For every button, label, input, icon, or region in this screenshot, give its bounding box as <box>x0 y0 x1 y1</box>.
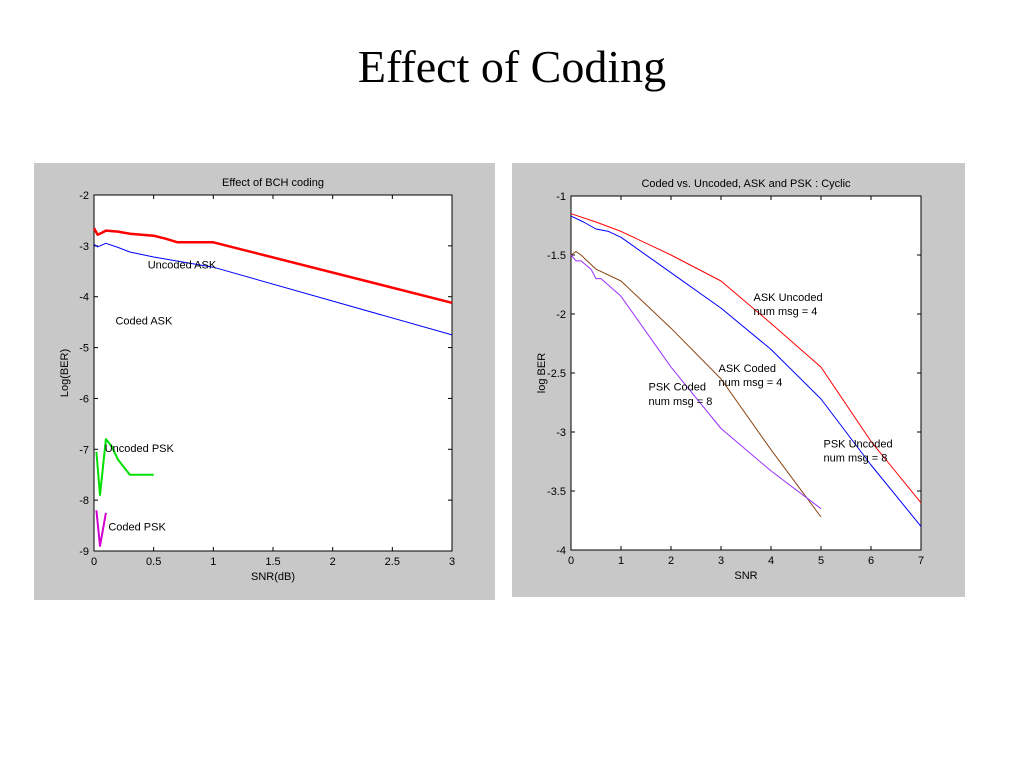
chart2-annotation: PSK Coded <box>649 382 706 394</box>
chart2-y-tick-label: -2 <box>556 309 566 321</box>
slide-title: Effect of Coding <box>357 41 667 92</box>
chart1-annotation: Coded PSK <box>108 522 166 534</box>
chart1-x-axis-label: SNR(dB) <box>251 571 295 583</box>
chart2-y-axis-label: log BER <box>536 353 548 393</box>
cyclic-coding-chart: Coded vs. Uncoded, ASK and PSK : Cyclic 0… <box>512 163 965 597</box>
chart1-y-tick-label: -7 <box>79 444 89 456</box>
chart2-x-tick-label: 6 <box>868 555 874 567</box>
chart1-x-tick-label: 0.5 <box>146 556 161 568</box>
chart1-plot-area <box>93 194 453 552</box>
chart1-y-tick-label: -2 <box>79 190 89 202</box>
chart1-x-tick-label: 1.5 <box>265 556 280 568</box>
chart2-plot-area <box>570 195 922 551</box>
chart2-y-tick-label: -1 <box>556 191 566 203</box>
chart1-series-line-blue <box>93 242 453 336</box>
chart1-x-tick-label: 2.5 <box>385 556 400 568</box>
chart2-annotation: num msg = 8 <box>649 396 713 408</box>
chart1-y-tick-label: -5 <box>79 343 89 355</box>
chart2-y-tick-label: -3.5 <box>547 486 566 498</box>
chart2-y-tick-label: -2.5 <box>547 368 566 380</box>
chart2-annotation: PSK Uncoded <box>824 438 893 450</box>
chart2-y-tick-label: -1.5 <box>547 250 566 262</box>
chart2-annotation: ASK Coded <box>719 363 776 375</box>
chart2-series-line-purple <box>570 254 822 510</box>
bch-coding-figure: Effect of BCH coding 0 0.5 1 1.5 2 2.5 3 -9 -8 -7 -… <box>34 163 495 600</box>
chart2-annotation: num msg = 8 <box>824 453 888 465</box>
chart1-x-tick-label: 0 <box>91 556 97 568</box>
chart2-x-tick-label: 7 <box>918 555 924 567</box>
chart1-x-tick-label: 2 <box>330 556 336 568</box>
chart1-y-tick-label: -4 <box>79 292 89 304</box>
chart1-annotation: Uncoded PSK <box>105 443 175 455</box>
chart2-series-line-brown <box>570 251 822 518</box>
chart1-x-tick-label: 3 <box>449 556 455 568</box>
chart1-y-tick-label: -3 <box>79 241 89 253</box>
chart1-y-axis-label: Log(BER) <box>59 349 71 397</box>
chart1-series-line-red <box>92 227 453 305</box>
chart2-annotation: num msg = 4 <box>719 377 783 389</box>
chart2-x-tick-label: 5 <box>818 555 824 567</box>
cyclic-coding-figure: Coded vs. Uncoded, ASK and PSK : Cyclic 0… <box>512 163 965 597</box>
chart1-annotation: Coded ASK <box>115 316 173 328</box>
chart2-annotation: num msg = 4 <box>754 306 818 318</box>
chart2-x-tick-label: 2 <box>668 555 674 567</box>
chart1-y-tick-label: -8 <box>79 495 89 507</box>
chart2-x-axis-label: SNR <box>734 570 757 582</box>
chart2-y-tick-label: -3 <box>556 427 566 439</box>
chart2-title: Coded vs. Uncoded, ASK and PSK : Cyclic <box>641 178 851 190</box>
chart2-series-line-red <box>570 213 922 504</box>
chart1-title: Effect of BCH coding <box>222 177 324 189</box>
chart2-annotation: ASK Uncoded <box>754 292 823 304</box>
chart1-series-line-green <box>95 438 154 497</box>
chart2-x-tick-label: 0 <box>568 555 574 567</box>
chart2-y-tick-label: -4 <box>556 545 566 557</box>
chart2-series-line-blue <box>570 215 922 527</box>
chart1-y-tick-label: -9 <box>79 546 89 558</box>
chart2-x-tick-label: 3 <box>718 555 724 567</box>
chart2-x-tick-label: 1 <box>618 555 624 567</box>
chart1-y-tick-label: -6 <box>79 393 89 405</box>
chart1-annotation: Uncoded ASK <box>148 260 217 272</box>
chart1-x-tick-label: 1 <box>210 556 216 568</box>
chart2-x-tick-label: 4 <box>768 555 774 567</box>
chart1-series-line-magenta <box>95 510 107 547</box>
bch-coding-chart: Effect of BCH coding 0 0.5 1 1.5 2 2.5 3 -9 -8 -7 -… <box>34 163 495 600</box>
